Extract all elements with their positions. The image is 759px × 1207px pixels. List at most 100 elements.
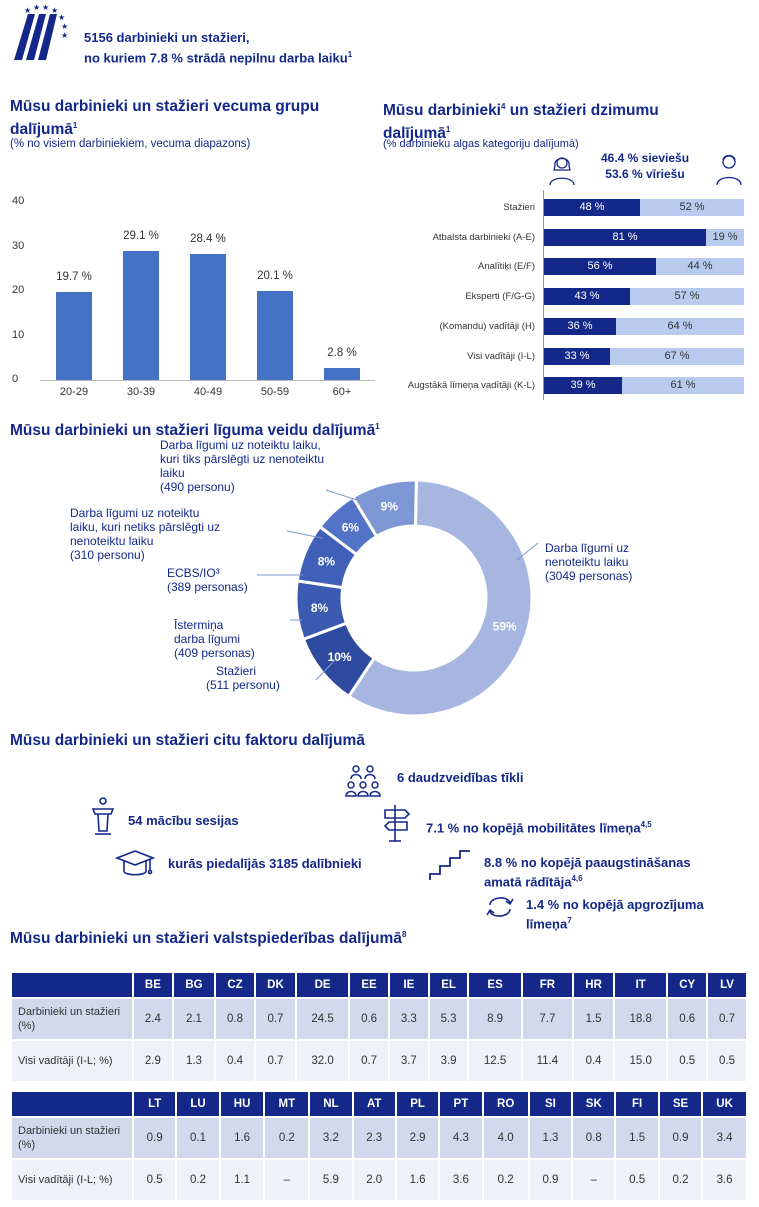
country-header: LV [708, 973, 746, 997]
woman-icon [549, 157, 575, 186]
bar [257, 290, 293, 380]
turnover-text: 1.4 % no kopējā apgrozījuma līmeņa7 [526, 897, 704, 932]
svg-text:★: ★ [42, 3, 49, 12]
country-header: BE [134, 973, 172, 997]
table-cell: 0.1 [177, 1118, 219, 1158]
table-corner [12, 1092, 132, 1116]
table-row-managers: Visi vadītāji (I-L; %) 0.5 0.2 1.1–5.9 2.0 1.… [12, 1160, 746, 1200]
headline-line2: no kuriem 7.8 % strādā nepilnu darba lai… [84, 50, 348, 66]
table-cell: 5.3 [429, 999, 468, 1039]
bar-value-label: 20.1 % [257, 269, 293, 282]
table-cell: 12.5 [469, 1041, 521, 1081]
table-cell: 0.2 [177, 1160, 219, 1200]
country-header: SI [529, 1092, 572, 1116]
male-bar: 19 % [706, 228, 744, 246]
country-header: UK [703, 1092, 746, 1116]
category-label: (Komandu) vadītāji (H) [439, 320, 535, 332]
table-cell: 3.2 [310, 1118, 352, 1158]
x-tick-label: 20-29 [59, 386, 89, 398]
country-header: ES [469, 973, 521, 997]
female-bar: 56 % [544, 258, 656, 276]
svg-text:★: ★ [61, 31, 68, 40]
label-ecbs-io: ECBS/IO³ (389 personas) [167, 566, 248, 594]
age-section-subtitle: (% no visiem darbiniekiem, vecuma diapaz… [10, 138, 251, 150]
country-header: RO [483, 1092, 528, 1116]
y-tick-label: 40 [12, 195, 25, 207]
female-total: 46.4 % sieviešu [600, 151, 690, 165]
table-cell: 15.0 [615, 1041, 667, 1081]
bar [123, 250, 159, 380]
promotion-text: 8.8 % no kopējā paaugstināšanas amatā rā… [484, 855, 691, 890]
table-cell: 4.3 [440, 1118, 482, 1158]
male-bar: 57 % [630, 288, 744, 306]
table-header-row: LT LU HU MT NL AT PL PT RO SI SK FI SE UK [12, 1092, 746, 1116]
table-cell: 0.2 [265, 1118, 309, 1158]
leader-line [516, 542, 539, 561]
svg-text:★: ★ [51, 6, 58, 15]
table-cell: 0.4 [574, 1041, 614, 1081]
table-header-row: BE BG CZ DK DE EE IE EL ES FR HR IT CY LV [12, 973, 746, 997]
bar-value-label: 2.8 % [327, 346, 357, 359]
country-header: PT [440, 1092, 482, 1116]
slice-value-label: 10% [328, 650, 352, 664]
recycle-arrows-icon [486, 897, 514, 917]
table-cell: 0.8 [216, 999, 254, 1039]
country-header: DK [255, 973, 295, 997]
country-header: HR [574, 973, 614, 997]
table-cell: 11.4 [522, 1041, 573, 1081]
table-cell: 0.5 [708, 1041, 746, 1081]
country-header: EL [429, 973, 468, 997]
man-icon [716, 154, 742, 186]
table-cell: 0.9 [529, 1160, 572, 1200]
table-cell: 0.7 [255, 1041, 295, 1081]
table-corner [12, 973, 132, 997]
svg-text:★: ★ [24, 6, 31, 15]
country-header: AT [353, 1092, 395, 1116]
factors-section-title: Mūsu darbinieki un stažieri citu faktoru… [10, 732, 365, 749]
table-cell: 2.0 [353, 1160, 395, 1200]
country-header: NL [310, 1092, 352, 1116]
age-bar-chart: 40 30 20 10 0 19.7 % 20-29 29.1 % 30-39 28.4 % 40-… [0, 190, 380, 405]
signpost-icon [383, 805, 411, 842]
male-bar: 67 % [610, 347, 744, 365]
table-cell: 0.8 [573, 1118, 615, 1158]
table-cell: 3.9 [429, 1041, 468, 1081]
bar-value-label: 29.1 % [123, 229, 159, 242]
stairs-icon [429, 850, 470, 880]
country-header: LU [177, 1092, 219, 1116]
slice-value-label: 8% [311, 601, 329, 615]
country-header: PL [396, 1092, 439, 1116]
female-bar: 39 % [544, 377, 622, 395]
bar [324, 367, 360, 380]
slice-value-label: 59% [493, 619, 517, 633]
table-cell: 3.6 [440, 1160, 482, 1200]
country-header: SE [659, 1092, 702, 1116]
x-tick-label: 30-39 [126, 386, 156, 398]
male-total: 53.6 % vīriešu [605, 167, 685, 181]
table-cell: 1.6 [396, 1160, 439, 1200]
table-cell: 0.2 [483, 1160, 528, 1200]
country-header: EE [350, 973, 388, 997]
table-cell: 5.9 [310, 1160, 352, 1200]
headline: 5156 darbinieki un stažieri, no kuriem 7… [84, 29, 352, 66]
networks-text: 6 daudzveidības tīkli [397, 770, 524, 785]
nationality-section-title: Mūsu darbinieki un stažieri valstspieder… [10, 930, 407, 948]
table-row-managers: Visi vadītāji (I-L; %) 2.9 1.3 0.4 0.7 32.0 0.… [12, 1041, 746, 1081]
sessions-text: 54 mācību sesijas [128, 813, 239, 828]
row-label: Darbinieki un stažieri (%) [12, 999, 132, 1039]
table-cell: 32.0 [297, 1041, 349, 1081]
row-label: Darbinieki un stažieri (%) [12, 1118, 132, 1158]
female-bar: 36 % [544, 317, 616, 335]
country-header: SK [573, 1092, 615, 1116]
category-label: Analītiķi (E/F) [477, 261, 535, 273]
leader-line [325, 489, 358, 501]
gender-stacked-bar-chart: Stažieri 48 % 52 % Atbalsta darbinieki (A-E… [383, 190, 753, 405]
table-cell: 2.1 [173, 999, 215, 1039]
x-tick-label: 60+ [332, 386, 352, 398]
table-cell: 0.7 [708, 999, 746, 1039]
table-cell: 2.3 [353, 1118, 395, 1158]
country-header: IT [615, 973, 667, 997]
table-cell: 3.4 [703, 1118, 746, 1158]
leader-line [315, 659, 336, 681]
table-cell: 0.5 [616, 1160, 658, 1200]
